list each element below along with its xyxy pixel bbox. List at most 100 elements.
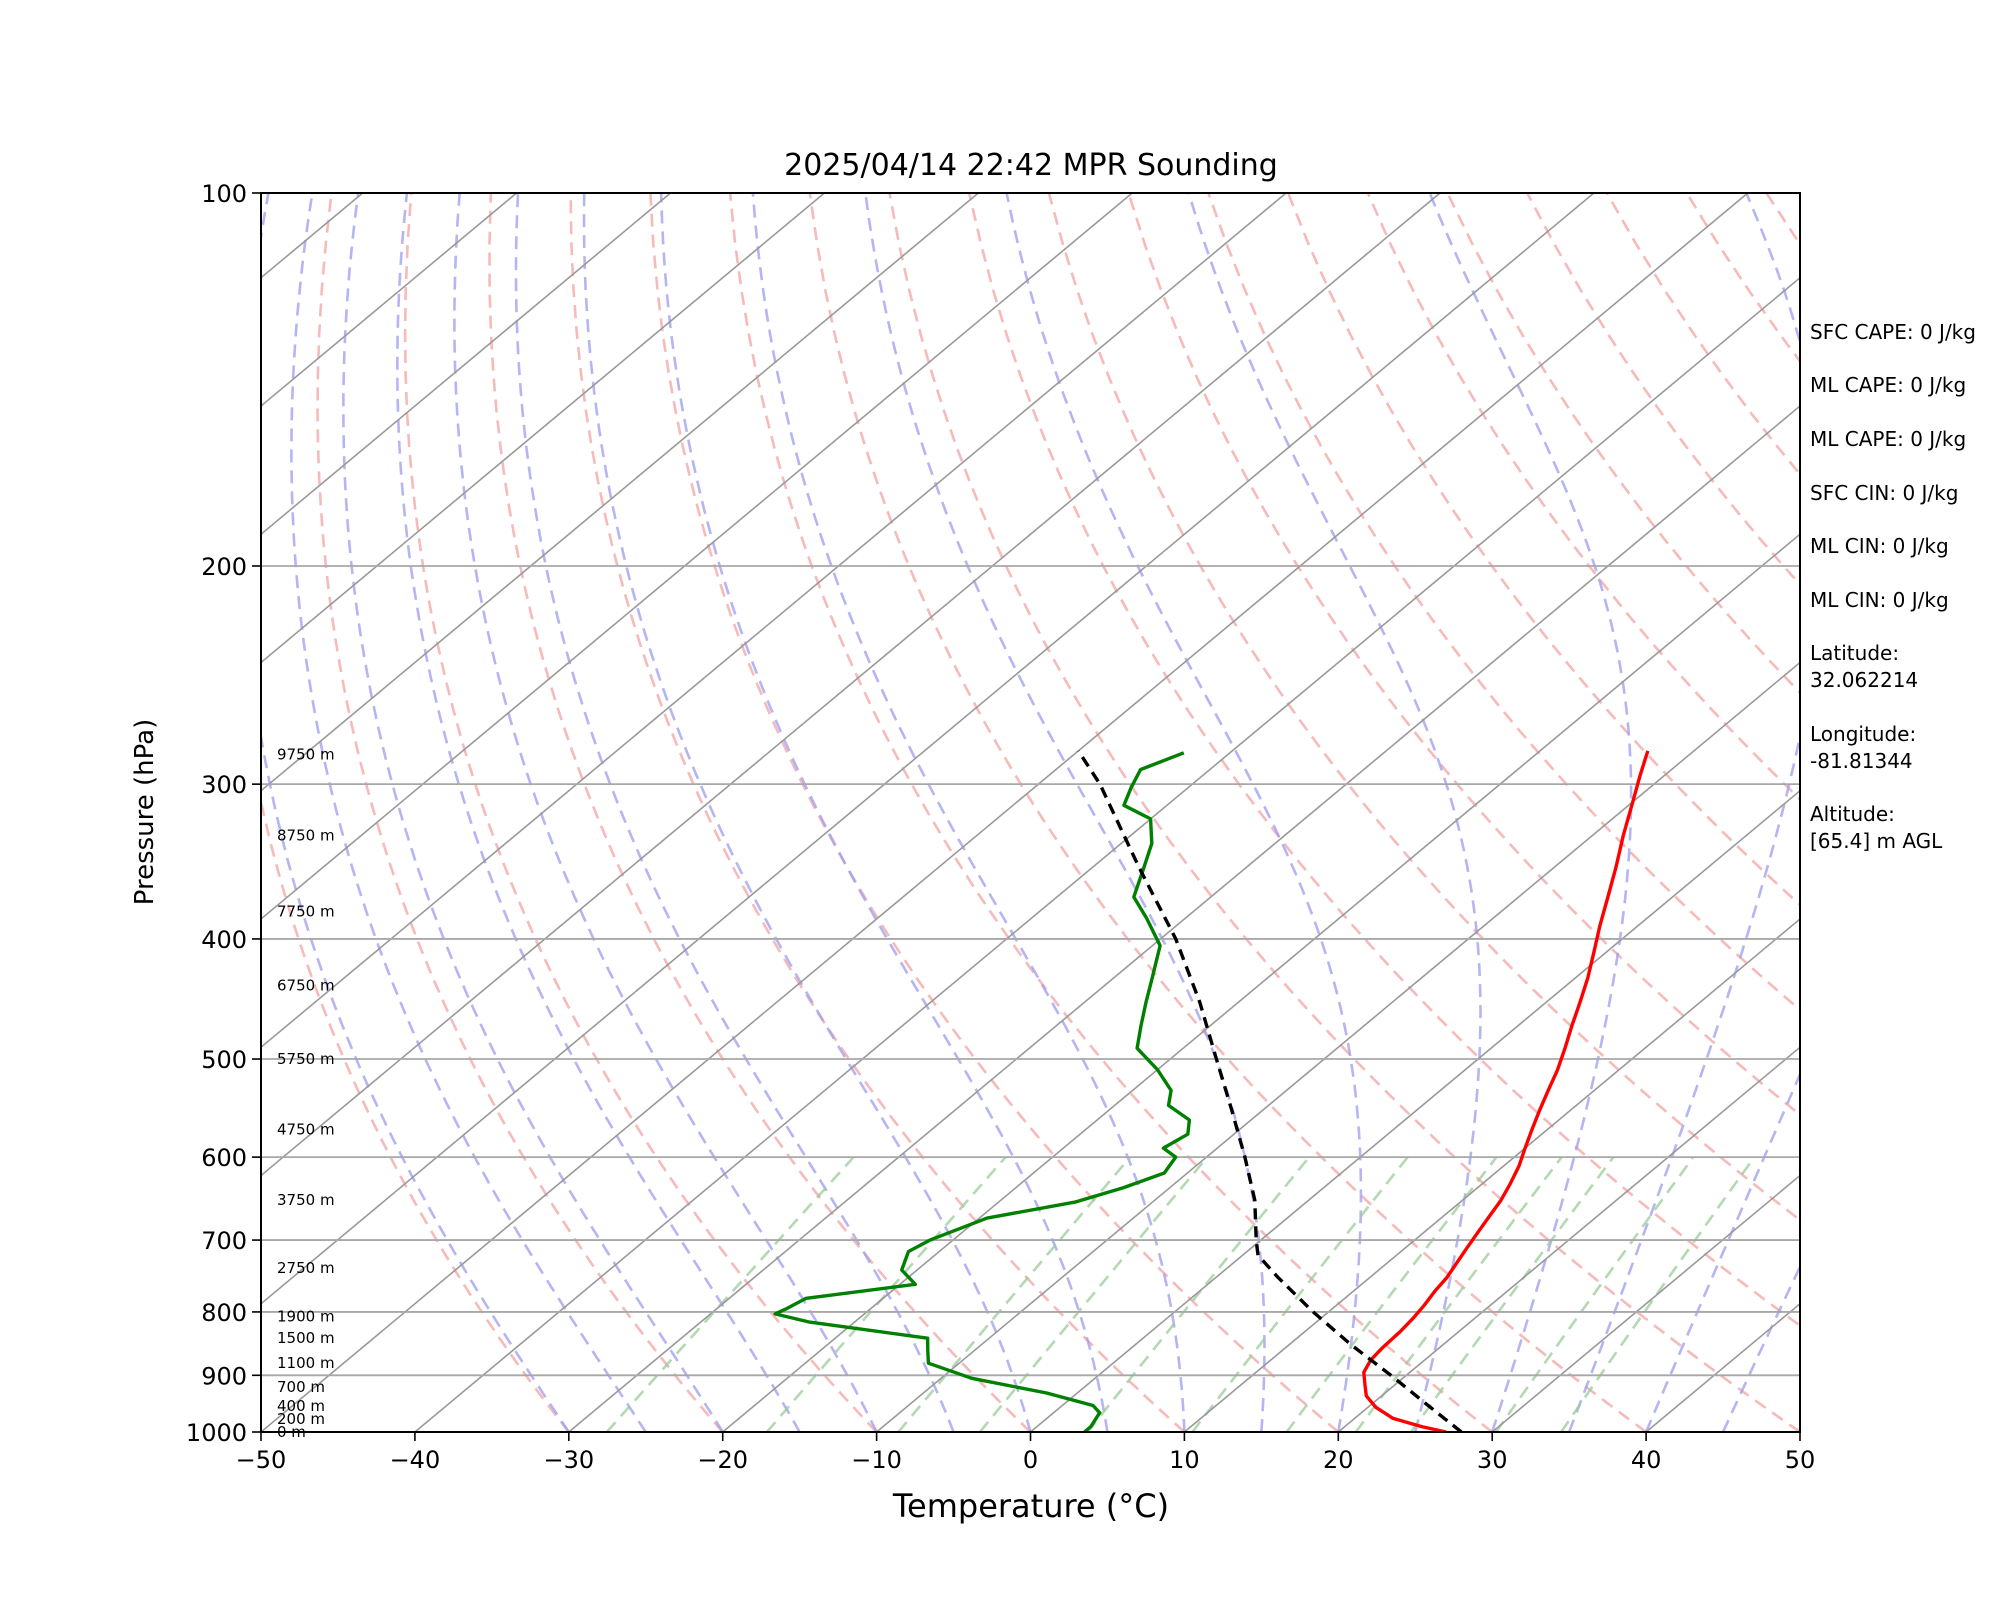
longitude-label: Longitude: (1810, 722, 1916, 746)
chart-title: 2025/04/14 22:42 MPR Sounding (784, 148, 1278, 183)
height-label: 7750 m (277, 902, 335, 920)
dry-adiabat (1286, 193, 1800, 907)
mixing-ratio-line (1086, 1156, 1311, 1432)
isotherm (261, 193, 979, 792)
dry-adiabat (888, 193, 1800, 1432)
height-label: 4750 m (277, 1121, 335, 1139)
dry-adiabat (261, 796, 570, 1432)
isotherm (261, 193, 1441, 1177)
moist-adiabat (395, 193, 801, 1432)
y-tick-label: 900 (201, 1362, 247, 1390)
x-tick-label: 20 (1323, 1446, 1354, 1474)
y-tick-label: 700 (201, 1227, 247, 1255)
parcel-line (1076, 749, 1463, 1432)
dewpoint-line (773, 751, 1192, 1432)
y-tick-label: 100 (201, 180, 247, 208)
isotherm (722, 533, 1800, 1432)
plot-frame (260, 192, 1801, 1433)
dry-adiabat (808, 193, 1647, 1432)
isotherm (261, 193, 518, 408)
dry-adiabat (1047, 193, 1800, 1222)
ml-cin-text: ML CIN: 0 J/kg (1810, 534, 1949, 558)
moist-adiabat (582, 193, 1032, 1432)
sfc-cape-text: SFC CAPE: 0 J/kg (1810, 320, 1976, 344)
altitude-value: [65.4] m AGL (1810, 829, 1943, 853)
height-label: 1900 m (277, 1308, 335, 1326)
dry-adiabat (1366, 193, 1800, 801)
height-label: 1100 m (277, 1354, 335, 1372)
dry-adiabat (403, 193, 878, 1432)
x-tick-label: −40 (390, 1446, 441, 1474)
isotherm (1029, 789, 1800, 1432)
mixing-ratio-line (765, 1156, 1007, 1432)
x-axis-ticks: −50 −40 −30 −20 −10 0 10 20 30 40 50 (236, 1432, 1816, 1474)
y-tick-label: 800 (201, 1299, 247, 1327)
longitude-value: -81.81344 (1810, 749, 1913, 773)
height-label: 3750 m (277, 1191, 335, 1209)
y-axis-label: Pressure (hPa) (130, 719, 160, 906)
ml-cin-text-2: ML CIN: 0 J/kg (1810, 588, 1949, 612)
x-tick-label: 30 (1477, 1446, 1508, 1474)
moist-adiabat (1567, 193, 1800, 1432)
isotherm (261, 193, 825, 664)
x-axis-label: Temperature (°C) (892, 1487, 1169, 1525)
isotherm (0, 193, 55, 1432)
y-axis-ticks: 100 200 300 400 500 600 700 800 900 1000 (186, 180, 261, 1447)
moist-adiabat (1428, 193, 1633, 1432)
moist-adiabat (514, 193, 955, 1432)
height-label: 700 m (277, 1378, 325, 1396)
height-label: 6750 m (277, 976, 335, 994)
isotherm (0, 193, 209, 1432)
isobar-grid (261, 565, 1800, 1377)
data-series (773, 749, 1650, 1432)
isotherm (261, 193, 672, 536)
mixing-ratio-line (605, 1156, 855, 1432)
height-label: 1500 m (277, 1329, 335, 1347)
isotherm (261, 193, 1595, 1305)
isotherm (1337, 1046, 1800, 1432)
x-tick-label: 50 (1785, 1446, 1816, 1474)
x-tick-label: 10 (1169, 1446, 1200, 1474)
y-tick-label: 200 (201, 553, 247, 581)
ml-cape-text: ML CAPE: 0 J/kg (1810, 373, 1966, 397)
dry-adiabat (488, 193, 1032, 1432)
x-tick-label: −50 (236, 1446, 287, 1474)
mixing-ratio-line (1191, 1156, 1409, 1432)
height-label: 2750 m (277, 1259, 335, 1277)
dry-adiabat (967, 193, 1800, 1328)
mixing-ratio-line (1560, 1156, 1756, 1432)
isotherm (261, 193, 1287, 1049)
y-tick-label: 1000 (186, 1419, 247, 1447)
x-tick-label: 40 (1631, 1446, 1662, 1474)
ml-cape-text-2: ML CAPE: 0 J/kg (1810, 427, 1966, 451)
y-tick-label: 400 (201, 926, 247, 954)
height-label: 5750 m (277, 1050, 335, 1068)
x-tick-label: 0 (1023, 1446, 1038, 1474)
temperature-line (1362, 750, 1650, 1432)
dry-adiabat (316, 193, 724, 1432)
dry-adiabat (1207, 193, 1800, 1012)
isotherm (1183, 917, 1800, 1432)
x-tick-label: −20 (697, 1446, 748, 1474)
y-tick-label: 500 (201, 1046, 247, 1074)
moist-adiabat (659, 193, 1109, 1432)
isotherm (261, 193, 1133, 921)
moist-adiabat (751, 193, 1186, 1432)
moist-adiabat (1644, 1071, 1800, 1432)
altitude-label: Altitude: (1810, 802, 1895, 826)
isotherm (261, 193, 364, 279)
height-label: 8750 m (277, 826, 335, 844)
isotherm (1491, 1174, 1800, 1432)
x-tick-label: −30 (543, 1446, 594, 1474)
moist-adiabat (453, 193, 878, 1432)
height-label: 9750 m (277, 746, 335, 764)
latitude-label: Latitude: (1810, 641, 1899, 665)
moist-adiabat (342, 193, 724, 1432)
moist-adiabat (1187, 193, 1482, 1432)
moist-adiabat (864, 193, 1266, 1432)
x-tick-label: −10 (851, 1446, 902, 1474)
mixing-ratio-line (1409, 1156, 1615, 1432)
y-tick-label: 300 (201, 771, 247, 799)
dry-adiabat (1127, 193, 1800, 1117)
